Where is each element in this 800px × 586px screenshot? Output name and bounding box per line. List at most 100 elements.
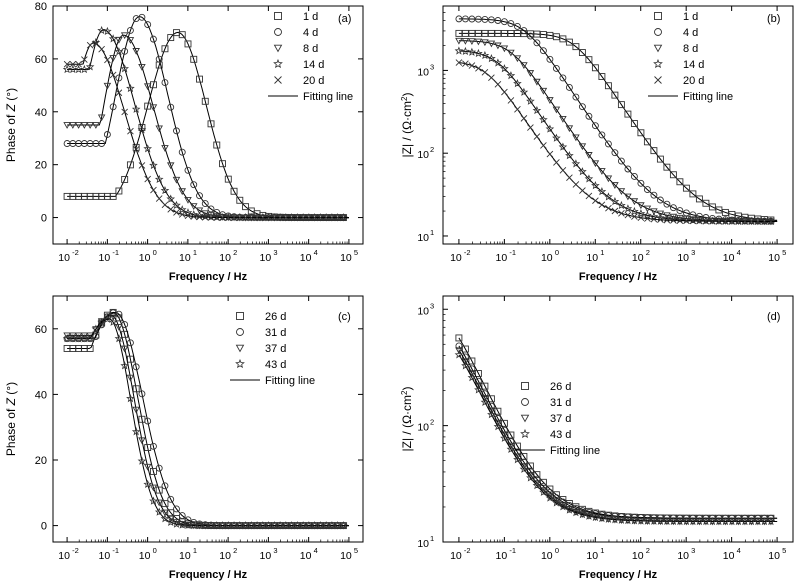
data-point xyxy=(553,159,560,166)
data-point xyxy=(121,108,128,116)
data-point xyxy=(230,214,238,221)
data-point xyxy=(155,486,163,494)
x-tick-label: 10 xyxy=(450,252,462,264)
data-point xyxy=(138,13,146,21)
data-point xyxy=(172,519,181,528)
panel-label: (d) xyxy=(767,311,780,323)
data-point xyxy=(178,31,186,39)
y-tick-label: 60 xyxy=(35,324,47,336)
data-point xyxy=(143,479,153,489)
data-point xyxy=(167,206,175,213)
data-point xyxy=(753,216,763,226)
fitting-line xyxy=(67,42,349,219)
panel-label: (a) xyxy=(338,13,351,25)
data-point xyxy=(207,214,215,221)
x-tick-label: 10 xyxy=(677,252,689,264)
plot-frame xyxy=(442,5,794,245)
plot-frame xyxy=(52,5,364,245)
data-point xyxy=(311,214,318,221)
data-point xyxy=(649,212,659,221)
data-point xyxy=(493,58,503,67)
x-tick-label: 10 xyxy=(541,252,553,264)
data-point xyxy=(740,516,750,526)
data-point xyxy=(519,464,529,473)
legend-fit-label: Fitting line xyxy=(683,91,733,103)
x-tick-exponent: 0 xyxy=(153,248,157,257)
data-point xyxy=(657,216,664,224)
data-point xyxy=(696,217,703,225)
x-tick-label: 10 xyxy=(586,252,598,264)
data-point xyxy=(591,181,600,190)
data-point xyxy=(558,502,568,511)
x-tick-exponent: 2 xyxy=(233,546,237,555)
data-point xyxy=(167,495,175,503)
x-tick-label: 10 xyxy=(179,550,191,562)
data-point xyxy=(149,160,158,170)
data-point xyxy=(715,217,723,225)
x-tick-exponent: -1 xyxy=(509,248,516,257)
data-point xyxy=(481,15,489,23)
series-26d xyxy=(455,334,778,522)
data-point xyxy=(474,377,482,385)
data-point xyxy=(103,26,112,36)
data-point xyxy=(513,455,522,464)
series-14d xyxy=(454,46,778,226)
legend-label: 43 d xyxy=(550,429,571,441)
data-point xyxy=(552,498,561,507)
data-point xyxy=(282,214,290,221)
data-point xyxy=(494,29,502,37)
data-point xyxy=(305,214,313,221)
data-point xyxy=(196,75,203,83)
data-point xyxy=(454,46,464,55)
plot-frame xyxy=(442,295,794,543)
data-point xyxy=(196,192,203,200)
data-point xyxy=(120,64,129,73)
data-point xyxy=(172,176,181,184)
x-tick-exponent: 2 xyxy=(646,546,650,555)
data-point xyxy=(546,97,554,104)
data-point xyxy=(533,471,541,479)
data-point xyxy=(539,87,548,95)
data-point xyxy=(715,206,723,214)
data-point xyxy=(585,152,593,159)
data-point xyxy=(196,213,203,221)
y-axis-label: Phase of Z (°) xyxy=(4,88,18,162)
data-point xyxy=(766,216,776,226)
data-point xyxy=(481,39,489,47)
legend-marker xyxy=(520,414,530,423)
data-point xyxy=(91,324,101,333)
data-point xyxy=(513,55,522,63)
data-point xyxy=(103,131,111,138)
data-point xyxy=(80,122,89,129)
data-point xyxy=(137,456,147,465)
data-point xyxy=(539,115,548,124)
data-point xyxy=(669,204,677,212)
data-point xyxy=(461,37,470,45)
data-point xyxy=(224,175,232,183)
data-point xyxy=(487,410,496,419)
legend-marker xyxy=(236,328,244,336)
data-point xyxy=(650,215,658,223)
series-1d xyxy=(455,29,778,224)
data-point xyxy=(539,31,547,39)
data-point xyxy=(103,313,112,321)
data-point xyxy=(115,187,123,195)
data-point xyxy=(177,205,187,214)
data-point xyxy=(98,45,105,53)
x-tick-label: 10 xyxy=(723,252,735,264)
data-point xyxy=(138,390,146,398)
data-point xyxy=(683,217,690,225)
data-point xyxy=(184,40,192,48)
data-point xyxy=(219,214,226,221)
x-tick-exponent: 4 xyxy=(314,546,318,555)
data-point xyxy=(747,216,756,226)
x-tick-exponent: 0 xyxy=(555,546,559,555)
data-point xyxy=(591,122,599,130)
data-point xyxy=(161,79,169,87)
data-point xyxy=(727,516,737,526)
x-tick-label: 10 xyxy=(496,550,508,562)
data-point xyxy=(138,63,146,71)
x-tick-exponent: -1 xyxy=(509,546,516,555)
data-point xyxy=(184,196,192,204)
data-point xyxy=(161,509,169,517)
